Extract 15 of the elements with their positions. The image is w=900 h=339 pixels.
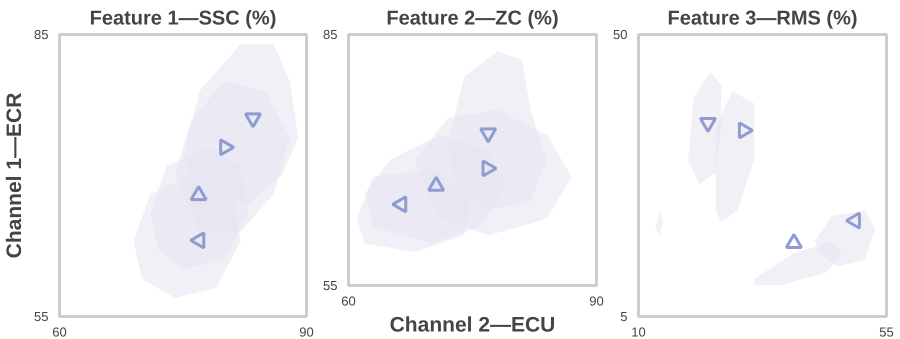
x-tick-label: 90 <box>299 324 314 339</box>
chart-title: Feature 3—RMS (%) <box>667 8 858 30</box>
x-tick-label: 10 <box>631 324 646 339</box>
x-axis-title: Channel 2—ECU <box>390 314 556 336</box>
y-tick-label: 50 <box>613 27 628 42</box>
y-tick-label: 5 <box>620 309 628 324</box>
y-tick-label: 85 <box>323 27 338 42</box>
x-tick-label: 90 <box>589 294 604 308</box>
y-axis-title: Channel 1—ECR <box>3 92 26 258</box>
chart-title: Feature 1—SSC (%) <box>90 8 276 30</box>
x-tick-label: 55 <box>879 324 894 339</box>
chart-title: Feature 2—ZC (%) <box>386 8 559 30</box>
x-tick-label: 60 <box>52 324 67 339</box>
x-tick-label: 60 <box>341 294 356 308</box>
y-tick-label: 85 <box>34 27 49 42</box>
